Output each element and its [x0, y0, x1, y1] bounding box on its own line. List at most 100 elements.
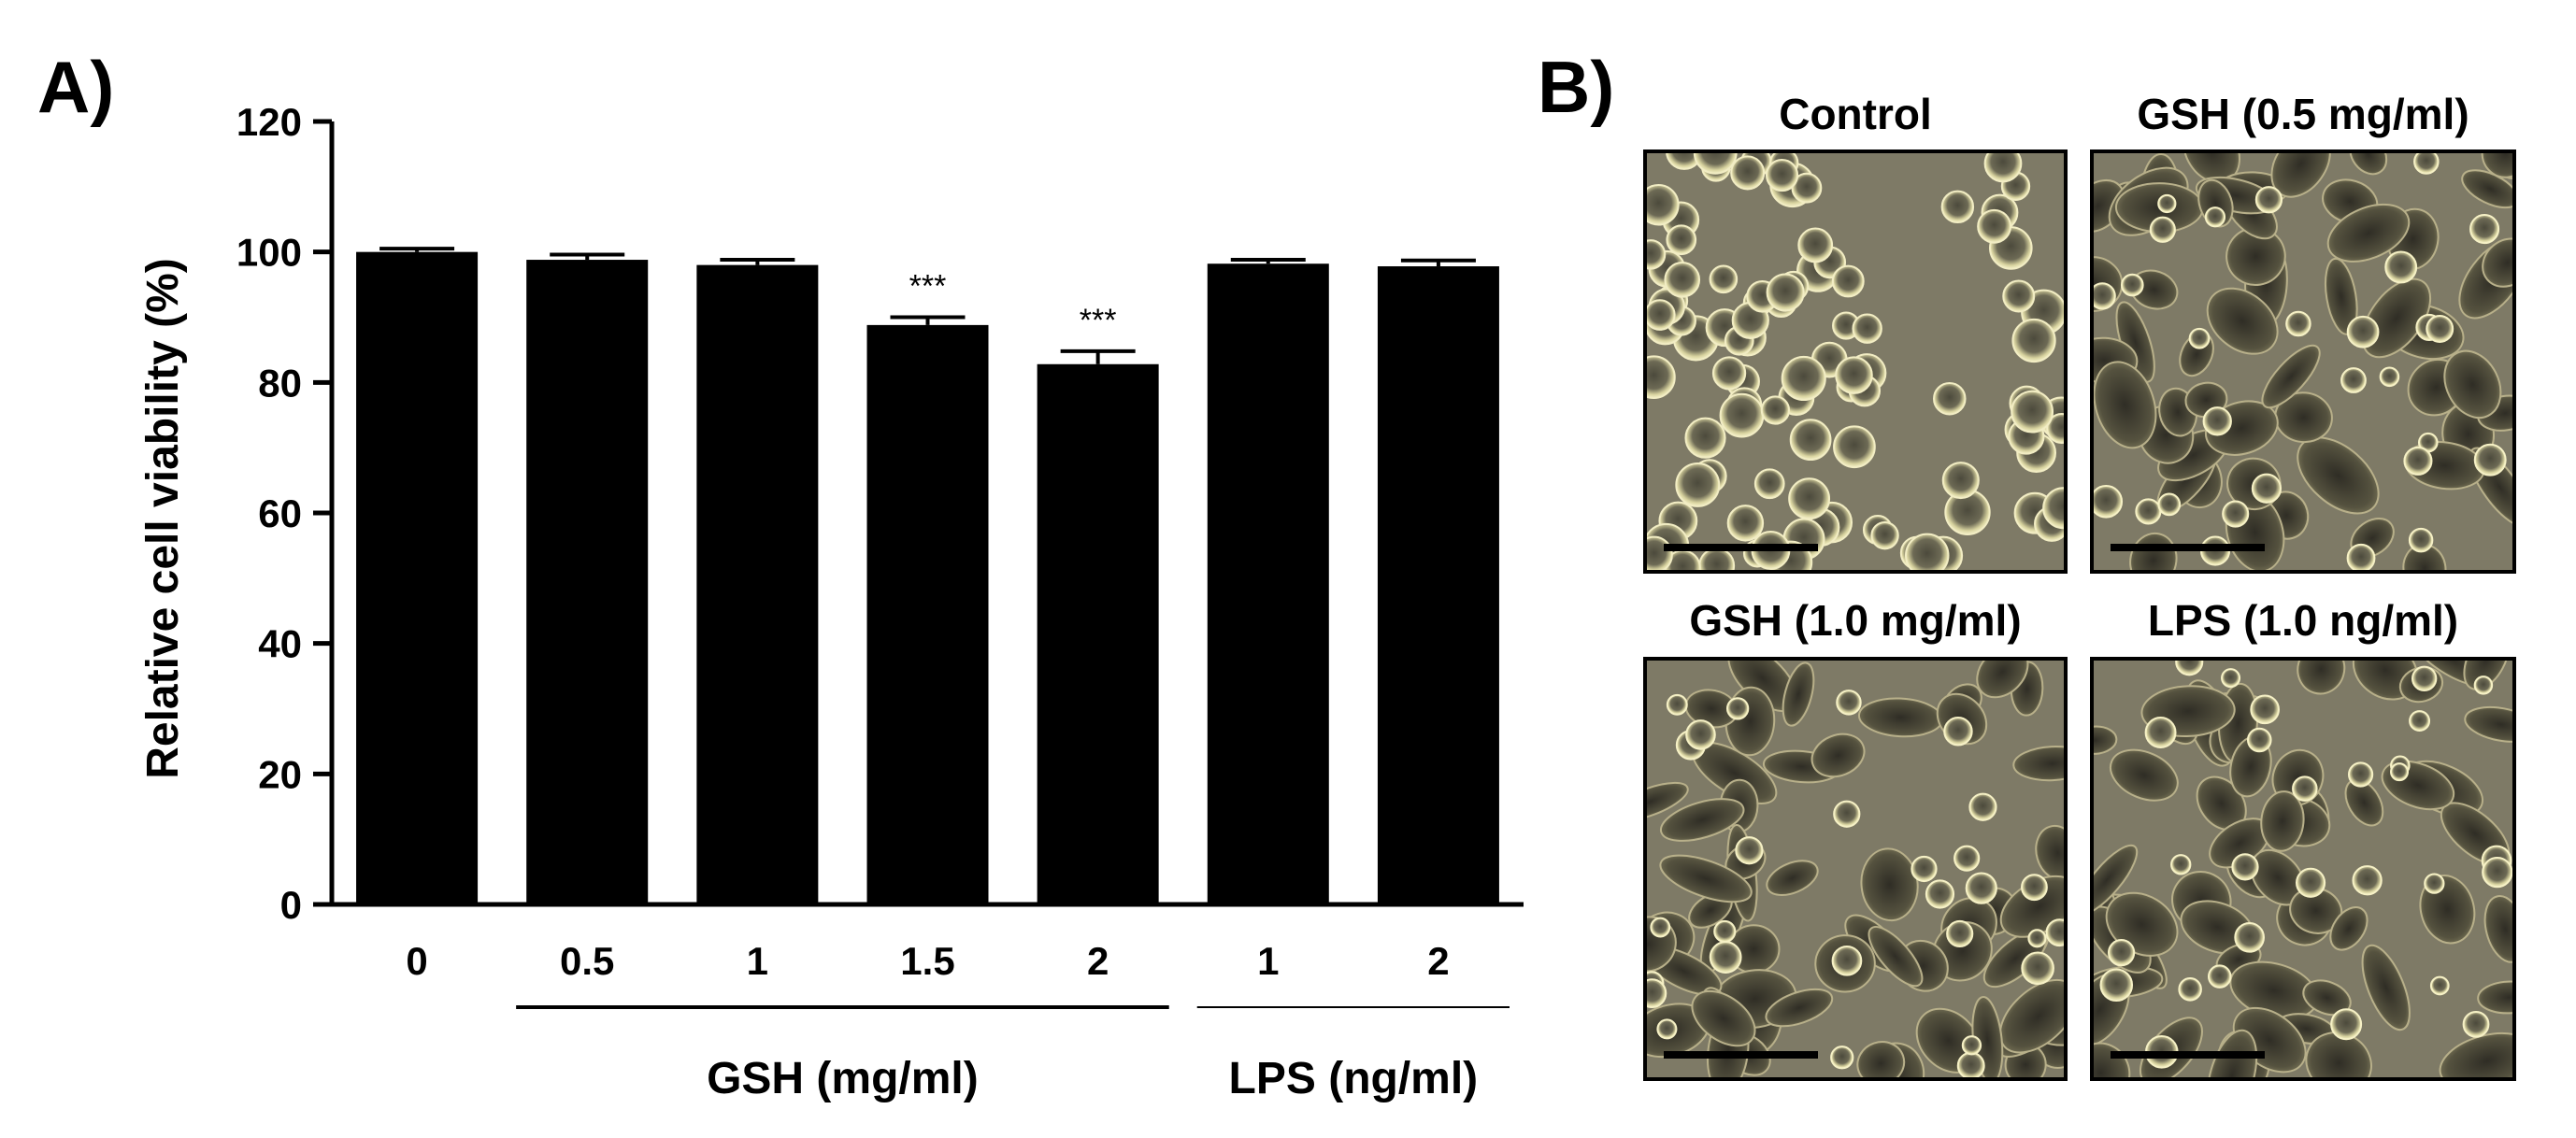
- round-cell: [2042, 487, 2066, 530]
- bright-cell: [1911, 855, 1938, 883]
- micrograph-title: GSH (1.0 mg/ml): [1689, 596, 2021, 645]
- bright-cell: [2409, 710, 2431, 733]
- round-cell: [1675, 462, 1721, 507]
- bright-cell: [2221, 668, 2241, 689]
- spread-cell: [2326, 203, 2411, 263]
- spread-cell: [2361, 277, 2432, 359]
- bright-cell: [2178, 977, 2202, 1002]
- y-tick-label: 40: [258, 622, 302, 666]
- bright-cell: [2135, 498, 2162, 525]
- bright-cell: [2346, 315, 2380, 349]
- bright-cell: [2157, 193, 2177, 214]
- y-tick-label: 120: [236, 100, 302, 144]
- micrograph-title: Control: [1779, 90, 1932, 138]
- round-cell: [1726, 505, 1765, 542]
- spread-cell: [2361, 944, 2411, 1031]
- scale-bar: [2111, 1051, 2265, 1059]
- x-tick-label: 2: [1427, 939, 1449, 983]
- bright-cell: [2222, 500, 2250, 528]
- round-cell: [1666, 224, 1697, 256]
- scale-bar: [2111, 544, 2265, 551]
- bright-cell: [2021, 874, 2048, 902]
- bright-cell: [2149, 216, 2176, 243]
- x-tick-label: 1.5: [900, 939, 954, 983]
- bright-cell: [2045, 918, 2066, 947]
- round-cell: [2011, 390, 2054, 434]
- bright-cell: [2469, 214, 2500, 245]
- bright-cell: [2099, 968, 2134, 1003]
- bar: [1377, 266, 1499, 904]
- round-cell: [1797, 227, 1834, 263]
- bar: [866, 324, 989, 904]
- bright-cell: [2144, 717, 2177, 748]
- bright-cell: [1836, 690, 1862, 716]
- spread-cell: [2464, 705, 2514, 743]
- spread-cell: [2260, 790, 2305, 852]
- round-cell: [1730, 155, 1766, 191]
- bright-cell: [2389, 762, 2410, 782]
- x-tick-labels: 0 0.5 1 1.5 2 1 2: [406, 939, 1449, 983]
- spread-cell: [1659, 854, 1753, 903]
- round-cell: [1933, 381, 1967, 416]
- bright-cell: [2120, 273, 2144, 297]
- round-cell: [1684, 417, 1726, 459]
- bright-cell: [1961, 1035, 1982, 1056]
- spread-cell: [1659, 798, 1745, 842]
- bright-cell: [2330, 1008, 2363, 1041]
- round-cell: [1781, 355, 1826, 402]
- spread-cell: [2206, 287, 2279, 355]
- bright-cell: [2403, 446, 2433, 476]
- bright-cell: [2254, 186, 2283, 214]
- bright-cell: [2204, 206, 2226, 228]
- bright-cell: [1666, 693, 1688, 716]
- y-tick-label: 100: [236, 231, 302, 275]
- bright-cell: [2346, 543, 2376, 572]
- round-cell: [1709, 264, 1739, 294]
- bright-cell: [1725, 697, 1750, 720]
- panel-b-letter: B): [1538, 46, 1614, 128]
- significance-label: ***: [909, 269, 947, 305]
- spread-cell: [2329, 906, 2368, 951]
- bright-cell: [2295, 867, 2326, 898]
- round-cell: [2002, 279, 2036, 313]
- spread-cell: [1810, 733, 1866, 778]
- round-cell: [1835, 356, 1873, 394]
- spread-cell: [1766, 860, 1819, 896]
- bright-cell: [2348, 761, 2374, 788]
- bright-cell: [1713, 919, 1737, 944]
- round-cell: [1760, 395, 1791, 425]
- round-cell: [1905, 533, 1950, 572]
- bright-cell: [1830, 1046, 1854, 1070]
- round-cell: [1645, 355, 1676, 399]
- bar: [696, 264, 819, 905]
- bright-cell: [2251, 473, 2283, 504]
- bright-cell: [2250, 694, 2280, 725]
- y-axis-label: Relative cell viability (%): [138, 258, 188, 779]
- micrograph-gsh-0.5: GSH (0.5 mg/ml): [2090, 90, 2516, 574]
- bright-cell: [2426, 314, 2454, 343]
- round-cell: [1831, 264, 1865, 298]
- round-cell: [1940, 190, 1975, 224]
- round-cell: [1711, 356, 1747, 391]
- round-cell: [1753, 468, 1785, 500]
- x-tick-label: 1: [1257, 939, 1279, 983]
- micrograph-gsh-1.0: GSH (1.0 mg/ml): [1643, 596, 2068, 1081]
- micrograph-grid: Control GSH (0.5 mg/ml) GSH (1.0 mg/ml) LPS…: [1643, 90, 2516, 1081]
- bright-cell: [2207, 964, 2232, 989]
- bright-cell: [1925, 879, 1955, 909]
- x-tick-label: 0.5: [560, 939, 614, 983]
- round-cell: [1719, 392, 1765, 438]
- bright-cell: [2188, 327, 2211, 349]
- spread-cell: [2093, 361, 2157, 449]
- spread-cell: [1856, 1041, 1906, 1079]
- y-tick-label: 0: [280, 883, 302, 927]
- bar: [1207, 263, 1329, 904]
- round-cell: [1645, 183, 1680, 226]
- bright-cell: [1709, 941, 1742, 974]
- spread-cell: [1765, 988, 1834, 1028]
- bright-cell: [2231, 853, 2259, 881]
- round-cell: [1645, 535, 1673, 572]
- bright-cell: [2384, 250, 2418, 284]
- micrograph-frame: [1643, 657, 2068, 1081]
- group-labels: GSH (mg/ml) LPS (ng/ml): [516, 1005, 1510, 1103]
